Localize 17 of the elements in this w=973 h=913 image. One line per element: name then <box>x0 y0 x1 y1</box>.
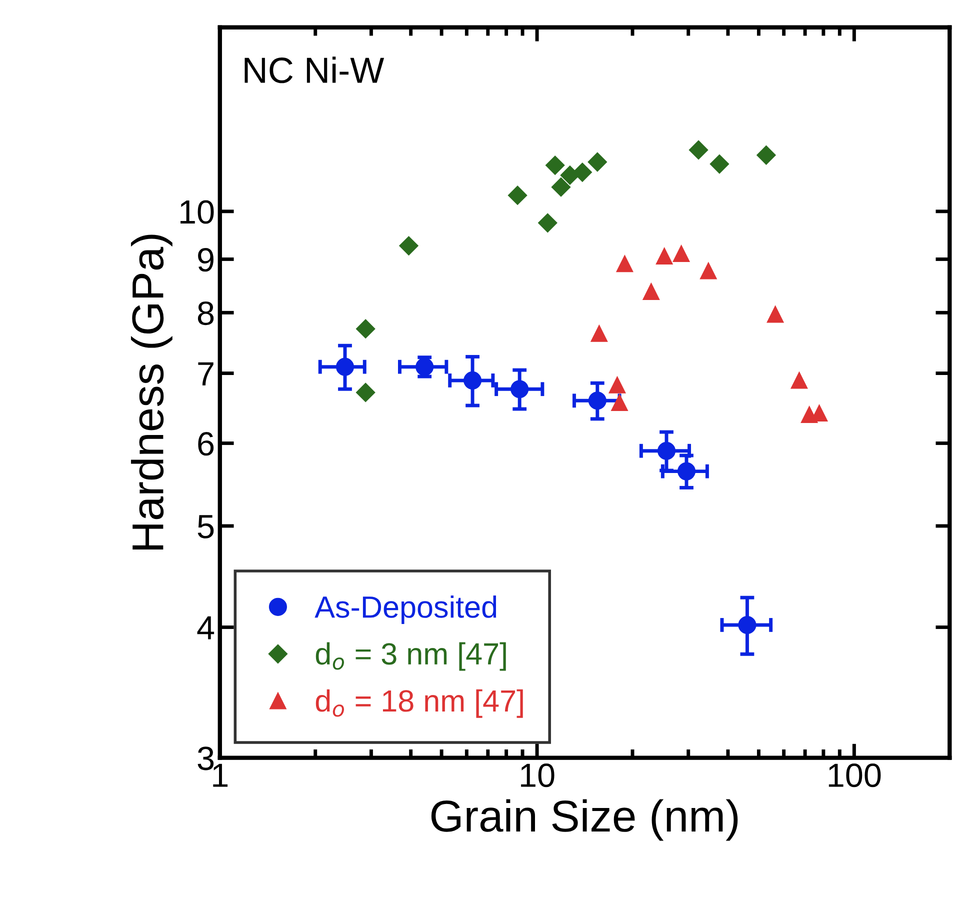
x-tick-label: 100 <box>828 764 881 788</box>
y-tick-label: 4 <box>197 616 214 640</box>
y-axis-title: Hardness (GPa) <box>130 234 172 550</box>
y-tick-label: 6 <box>198 432 214 456</box>
x-axis-title: Grain Size (nm) <box>431 799 738 841</box>
legend-label: As-Deposited <box>314 595 496 624</box>
legend-label: d$_{o}$ = 3 nm [47] <box>316 642 506 671</box>
legend-label: d$_{o}$ = 18 nm [47] <box>316 689 523 718</box>
x-tick-label: 10 <box>521 764 554 788</box>
annotation: NC Ni-W <box>244 56 384 84</box>
x-tick-label: 1 <box>213 764 228 787</box>
y-tick-label: 10 <box>180 200 214 224</box>
y-tick-label: 8 <box>198 301 214 326</box>
y-tick-label: 7 <box>198 362 214 386</box>
y-tick-label: 9 <box>198 248 214 272</box>
y-tick-label: 5 <box>198 515 214 538</box>
y-tick-label: 3 <box>198 746 214 770</box>
